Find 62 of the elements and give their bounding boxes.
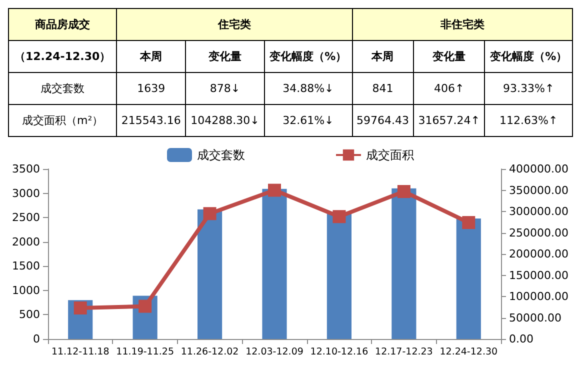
text: 成交套数 xyxy=(8,72,117,104)
text: 本周 xyxy=(352,40,414,72)
point xyxy=(203,207,216,220)
y2-tick-label: 350000.00 xyxy=(509,184,568,197)
y-tick-label: 0 xyxy=(33,332,40,346)
y-tick-label: 1500 xyxy=(12,260,40,273)
x-tick-label: 11.12-11.18 xyxy=(51,346,110,358)
text: （12.24-12.30） xyxy=(8,40,117,72)
legend-label: 成交套数 xyxy=(197,148,245,162)
text: 215543.16 xyxy=(116,104,186,136)
point xyxy=(74,301,87,314)
bar xyxy=(326,212,352,339)
point xyxy=(138,300,152,313)
point xyxy=(462,216,476,230)
text: 406↑ xyxy=(413,72,485,104)
text: 104288.30↓ xyxy=(186,104,264,136)
point xyxy=(332,210,346,224)
bar xyxy=(392,188,416,339)
bar xyxy=(197,209,222,339)
x-tick-label: 11.26-12.02 xyxy=(180,346,239,358)
text: 59764.43 xyxy=(352,104,414,136)
y2-tick-label: 100000.00 xyxy=(509,290,568,303)
text: 841 xyxy=(352,72,414,104)
y2-tick-label: 250000.00 xyxy=(509,226,568,240)
y-tick-label: 3500 xyxy=(12,162,40,176)
text: 变化量 xyxy=(413,40,485,72)
y2-tick-label: 50000.00 xyxy=(509,311,562,324)
category-label: 住宅类 xyxy=(116,8,352,40)
text: 变化量 xyxy=(186,40,264,72)
y2-tick-label: 200000.00 xyxy=(509,248,568,260)
text: 878↓ xyxy=(186,72,264,104)
text: 变化幅度（%） xyxy=(264,40,352,72)
category-label: 非住宅类 xyxy=(352,8,572,40)
text: 93.33%↑ xyxy=(484,72,572,104)
legend-label: 成交面积 xyxy=(366,148,414,162)
text: 变化幅度（%） xyxy=(484,40,572,72)
text: 31657.24↑ xyxy=(413,104,485,136)
y-tick-label: 500 xyxy=(19,308,40,322)
y-tick-label: 2500 xyxy=(12,211,40,224)
x-tick-label: 12.10-12.16 xyxy=(310,346,368,358)
x-tick-label: 12.03-12.09 xyxy=(246,346,304,358)
y2-tick-label: 400000.00 xyxy=(509,162,568,176)
bar xyxy=(262,188,287,339)
text: 成交面积（m²） xyxy=(8,104,117,136)
y2-tick-label: 150000.00 xyxy=(509,268,568,282)
y-tick-label: 3000 xyxy=(12,186,40,200)
text: 112.63%↑ xyxy=(484,104,572,136)
x-tick-label: 12.17-12.23 xyxy=(375,346,433,358)
text: 32.61%↓ xyxy=(264,104,352,136)
point xyxy=(268,184,281,197)
y2-tick-label: 300000.00 xyxy=(509,205,568,218)
text: 本周 xyxy=(116,40,186,72)
text: 1639 xyxy=(116,72,186,104)
point xyxy=(397,185,410,198)
y-tick-label: 1000 xyxy=(12,284,40,297)
y2-tick-label: 0.00 xyxy=(509,332,534,346)
bar xyxy=(456,218,481,339)
text: 34.88%↓ xyxy=(264,72,352,104)
x-tick-label: 11.19-11.25 xyxy=(116,346,174,358)
text: 商品房成交 xyxy=(8,8,117,40)
x-tick-label: 12.24-12.30 xyxy=(440,346,498,358)
y-tick-label: 2000 xyxy=(12,235,40,248)
